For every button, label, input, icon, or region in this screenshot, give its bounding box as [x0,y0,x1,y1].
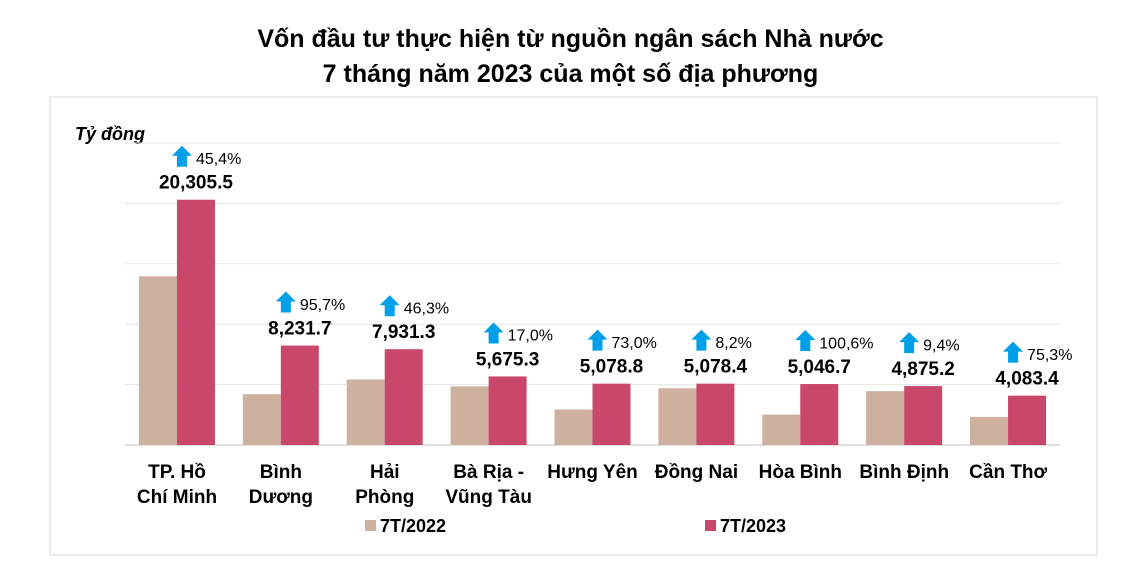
up-arrow-icon [171,145,192,167]
bar [970,416,1009,445]
up-arrow-icon [275,291,296,313]
growth-label: 46,3% [404,300,449,317]
legend-label: 7T/2023 [720,516,786,536]
growth-label: 45,4% [196,151,241,168]
up-arrow-icon [899,332,920,354]
x-tick-label: TP. Hồ Chí Minh [136,462,218,508]
growth-label: 75,3% [1027,347,1072,364]
bar [176,199,215,445]
data-label: 7,931.3 [372,322,435,343]
data-label: 5,078.8 [580,357,643,378]
x-tick-label: Bình Định [859,462,950,483]
data-label: 5,675.3 [476,349,539,370]
up-arrow-icon [587,329,608,351]
data-label: 5,078.4 [684,357,748,378]
bar [138,276,177,445]
y-axis-label: Tỷ đồng [75,124,145,144]
x-tick-label: Đồng Nai [654,462,739,483]
up-arrow-icon [483,322,504,344]
legend-label: 7T/2022 [380,516,446,536]
data-label: 8,231.7 [268,319,331,340]
bar [242,394,281,445]
up-arrow-icon [379,295,400,317]
growth-label: 73,0% [612,335,657,352]
up-arrow-icon [691,329,712,351]
up-arrow-icon [1003,341,1024,363]
chart-title: Vốn đầu tư thực hiện từ nguồn ngân sách … [257,25,884,88]
bar [866,391,905,445]
bar [1008,395,1047,445]
x-tick-label: Hải Phòng [355,462,415,508]
up-arrow-icon [795,330,816,352]
bar [384,349,423,445]
bar [904,386,943,445]
data-label: 5,046.7 [788,357,851,378]
x-tick-label: Cần Thơ [969,462,1048,483]
legend-swatch [705,520,716,531]
bar [762,414,801,445]
bar [554,409,593,445]
growth-label: 95,7% [300,297,345,314]
x-tick-label: Bà Rịa - Vũng Tàu [445,462,532,508]
bar [450,386,489,445]
x-tick-label: Hòa Bình [758,462,843,483]
growth-label: 17,0% [508,328,553,345]
bar [800,384,839,445]
growth-label: 8,2% [715,335,751,352]
data-label: 4,875.2 [891,359,954,380]
legend-swatch [365,520,376,531]
bar [658,388,697,445]
x-tick-label: Hưng Yên [547,462,638,483]
data-label: 4,083.4 [995,369,1059,390]
bar [696,383,735,445]
growth-label: 9,4% [923,337,959,354]
bar [488,376,527,445]
x-tick-label: Bình Dương [248,462,313,508]
bar [280,345,319,445]
bar [346,379,385,445]
growth-label: 100,6% [819,335,873,352]
data-label: 20,305.5 [159,173,233,194]
bar [592,383,631,445]
chart-frame [49,96,1098,556]
